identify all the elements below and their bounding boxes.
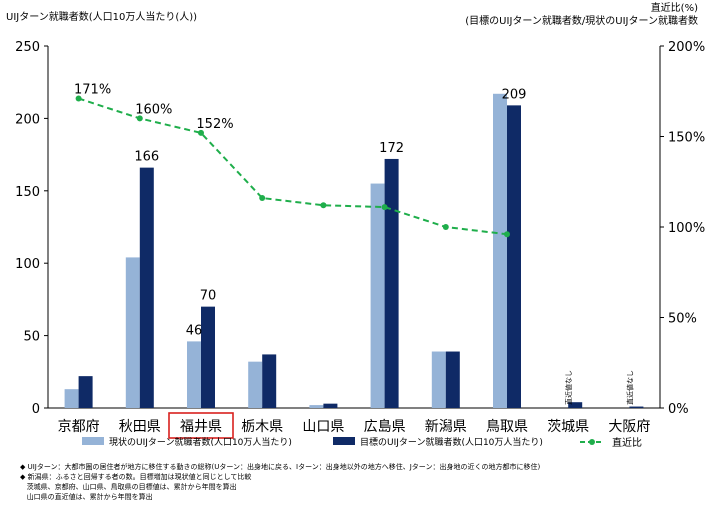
ratio-label: 160%	[135, 102, 172, 117]
bar-current	[493, 93, 507, 408]
left-tick-label: 100	[15, 257, 40, 272]
category-label: 山口県	[302, 419, 344, 435]
left-tick-label: 250	[15, 40, 40, 55]
footnote-3: 茨城県、京都府、山口県、鳥取県の目標値は、累計から年間を算出	[20, 482, 540, 492]
category-label: 栃木県	[241, 419, 283, 435]
ratio-point	[75, 95, 82, 102]
bar-current	[64, 389, 79, 408]
category-label: 京都府	[58, 419, 100, 435]
bar-current	[370, 183, 385, 408]
ratio-line	[78, 97, 508, 236]
bar-target	[78, 376, 93, 408]
bar-current	[309, 405, 324, 408]
bar-target	[201, 306, 215, 408]
category-label: 秋田県	[119, 419, 161, 435]
bar-target	[445, 351, 460, 408]
no-value-note: 直近値なし	[625, 370, 634, 405]
left-tick-label: 50	[23, 330, 40, 345]
footnotes: ◆ UIJターン：大都市圏の居住者が地方に移住する動きの総称(Uターン：出身地に…	[20, 462, 540, 502]
bar-current	[248, 361, 263, 408]
bar-target	[629, 406, 644, 408]
bar-target	[384, 158, 399, 408]
bar-value-label: 209	[502, 87, 527, 102]
bar-target	[262, 354, 277, 408]
ratio-point	[504, 231, 510, 238]
left-tick-label: 150	[15, 185, 40, 200]
category-label: 茨城県	[547, 419, 589, 435]
ratio-point	[320, 202, 327, 209]
bar-target	[507, 105, 521, 409]
left-tick-label: 0	[32, 402, 40, 417]
right-axis-title-line2: (目標のUIJターン就職者数/現状のUIJターン就職者数	[465, 16, 698, 27]
right-tick-label: 50%	[668, 312, 697, 327]
footnote-2-text: 新潟県：ふるさと回帰する者の数。目標増加は現状値と同じとして比較	[27, 473, 252, 481]
category-label: 鳥取県	[486, 419, 528, 435]
footnote-1: ◆ UIJターン：大都市圏の居住者が地方に移住する動きの総称(Uターン：出身地に…	[20, 463, 541, 471]
legend-swatch-ratio-point	[589, 439, 595, 445]
legend-swatch-target	[333, 437, 355, 445]
right-tick-label: 100%	[668, 221, 705, 236]
legend-label-current: 現状のUIJターン就職者数(人口10万人当たり)	[109, 436, 292, 448]
footnote-1-text: UIJターン：大都市圏の居住者が地方に移住する動きの総称(Uターン：出身地に戻る…	[27, 463, 541, 471]
highlight-box	[168, 412, 234, 439]
no-value-note: 直近値なし	[564, 370, 573, 405]
category-label: 大阪府	[608, 419, 650, 435]
ratio-label: 152%	[196, 117, 233, 132]
bar-value-label: 172	[379, 141, 404, 156]
bar-target	[568, 402, 583, 408]
legend-label-ratio: 直近比	[612, 436, 642, 449]
ratio-point	[442, 224, 449, 230]
right-tick-label: 0%	[668, 402, 689, 417]
footnote-4-text: 山口県の直近値は、累計から年間を算出	[26, 493, 153, 501]
right-axis-title-line1: 直近比(%)	[650, 3, 698, 14]
left-tick-label: 200	[15, 112, 40, 127]
right-axis-title: 直近比(%) (目標のUIJターン就職者数/現状のUIJターン就職者数	[465, 2, 698, 28]
category-label: 広島県	[364, 419, 406, 435]
bar-target	[323, 403, 338, 408]
right-tick-label: 200%	[668, 40, 705, 55]
legend-swatch-current	[82, 437, 104, 445]
ratio-point	[136, 115, 143, 122]
category-label: 新潟県	[425, 419, 467, 435]
ratio-point	[198, 129, 204, 136]
ratio-point	[381, 204, 388, 211]
ratio-point	[259, 195, 266, 202]
bar-target	[139, 167, 154, 408]
left-axis-title: UIJターン就職者数(人口10万人当たり(人))	[6, 12, 198, 23]
ratio-label: 171%	[74, 82, 111, 97]
bar-value-label: 166	[134, 150, 159, 165]
right-tick-label: 150%	[668, 131, 705, 146]
bar-current	[431, 351, 446, 408]
bar-current	[125, 257, 140, 408]
category-label: 福井県	[180, 419, 222, 435]
footnote-2: ◆ 新潟県：ふるさと回帰する者の数。目標増加は現状値と同じとして比較	[20, 473, 252, 481]
bar-current	[187, 341, 201, 408]
footnote-4: 山口県の直近値は、累計から年間を算出	[20, 492, 540, 502]
legend-label-target: 目標のUIJターン就職者数(人口10万人当たり)	[360, 436, 543, 448]
bar-value-label: 70	[200, 289, 217, 304]
footnote-3-text: 茨城県、京都府、山口県、鳥取県の目標値は、累計から年間を算出	[26, 483, 237, 491]
bar-value-label: 46	[186, 323, 203, 338]
